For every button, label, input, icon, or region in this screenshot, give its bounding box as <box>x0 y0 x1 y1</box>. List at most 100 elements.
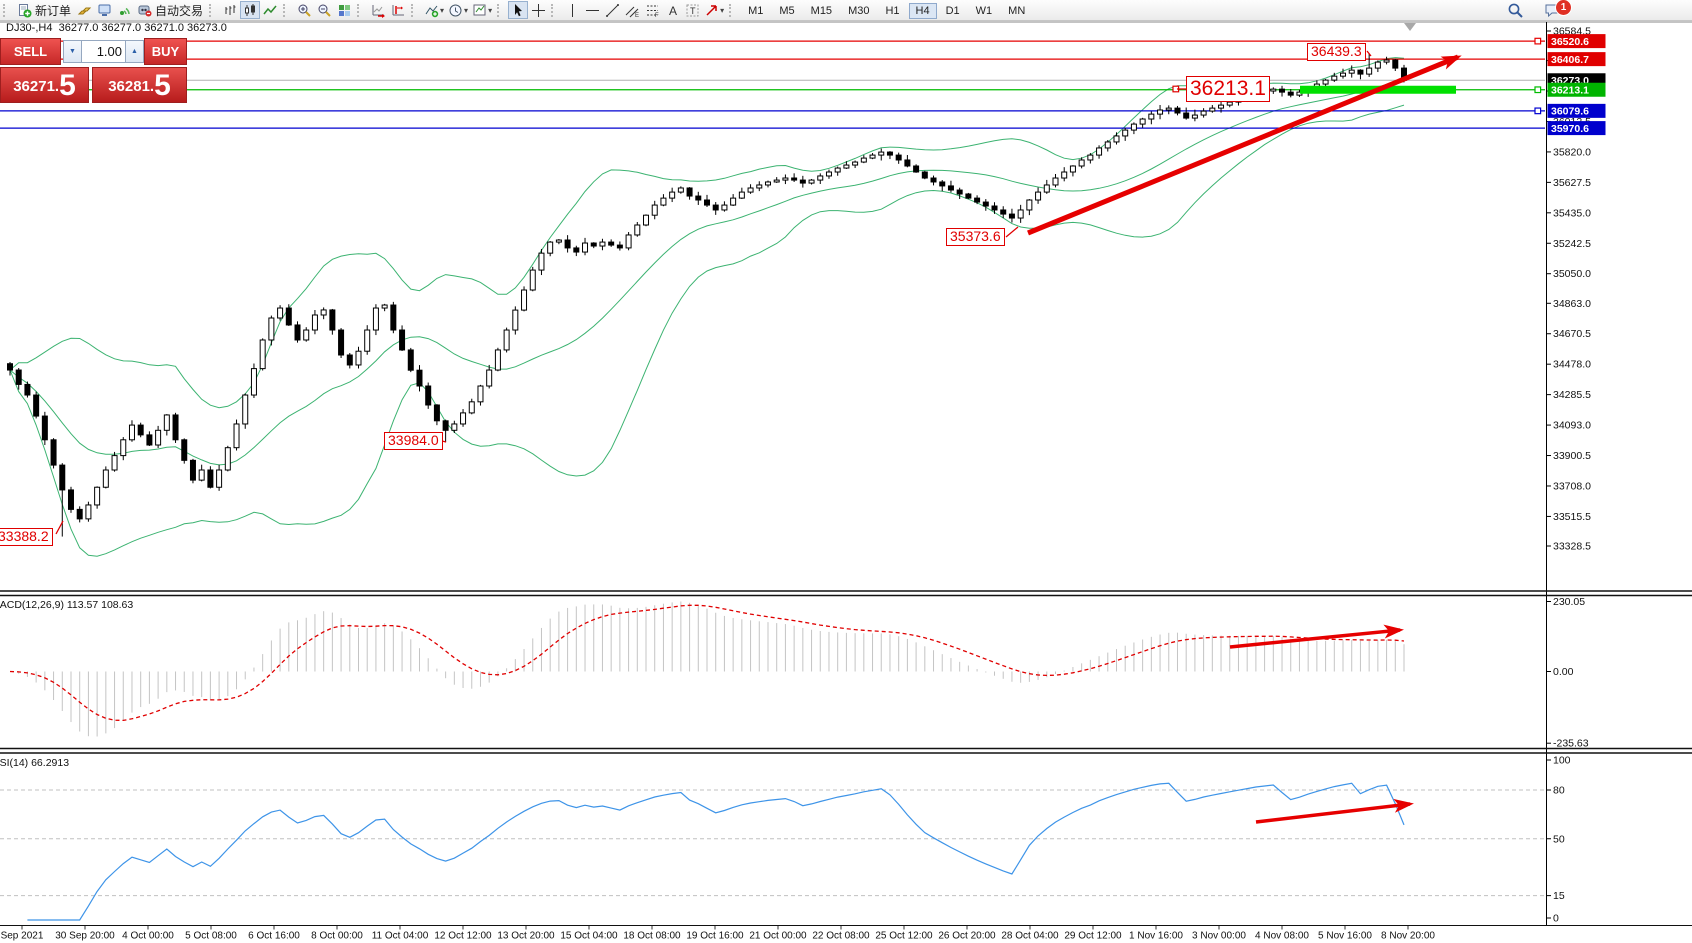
annotation-label-35373[interactable]: 35373.6 <box>946 228 1005 246</box>
chat-icon[interactable]: 1 <box>1542 0 1572 19</box>
date-label: 4 Oct 00:00 <box>122 931 174 942</box>
date-label: 21 Oct 00:00 <box>749 931 807 942</box>
annotation-label-36213[interactable]: 36213.1 <box>1186 76 1270 102</box>
bar-chart-icon[interactable] <box>220 1 240 19</box>
price-tick: 34285.5 <box>1553 389 1591 401</box>
rsi-axis-tick: 50 <box>1553 833 1565 845</box>
search-icon[interactable] <box>1505 1 1526 19</box>
toolbar-grip[interactable] <box>209 3 215 17</box>
tile-windows-icon[interactable] <box>334 1 354 19</box>
new-order-icon[interactable] <box>14 1 34 19</box>
date-label: 12 Oct 12:00 <box>434 931 492 942</box>
text-icon[interactable]: A <box>662 1 682 19</box>
volume-increase-button[interactable]: ▲ <box>125 40 144 63</box>
annotation-label-33388[interactable]: 33388.2 <box>0 528 53 546</box>
candlestick-chart-icon[interactable] <box>240 1 261 19</box>
timeframe-group: M1 M5 M15 M30 H1 H4 D1 W1 MN <box>740 1 1033 19</box>
price-label-box <box>1547 82 1606 97</box>
toolbar-grip[interactable] <box>411 3 417 17</box>
timeframe-w1[interactable]: W1 <box>975 5 993 17</box>
price-tick: 34670.5 <box>1553 328 1591 340</box>
date-label: 6 Oct 16:00 <box>248 931 300 942</box>
date-label: 5 Oct 08:00 <box>185 931 237 942</box>
volume-input[interactable]: 1.00 <box>81 40 126 63</box>
timeframe-d1[interactable]: D1 <box>945 5 960 17</box>
timeframe-m30[interactable]: M30 <box>848 5 870 17</box>
timeframe-m5[interactable]: M5 <box>779 5 795 17</box>
line-chart-icon[interactable] <box>260 1 280 19</box>
notification-badge: 1 <box>1555 0 1572 16</box>
zoom-in-icon[interactable] <box>294 1 314 19</box>
date-label: 4 Nov 08:00 <box>1255 931 1309 942</box>
buy-price[interactable]: 36281. 5 <box>92 67 187 103</box>
date-label: 29 Oct 12:00 <box>1064 931 1122 942</box>
price-tick: 33328.5 <box>1553 541 1591 553</box>
trend-arrow[interactable] <box>1255 798 1414 824</box>
price-label: 36406.7 <box>1551 54 1589 66</box>
trend-arrow[interactable] <box>1229 624 1404 649</box>
toolbar-grip[interactable] <box>729 3 735 17</box>
periods-icon[interactable]: ▾ <box>446 1 470 19</box>
price-tick: 33515.5 <box>1553 511 1591 523</box>
sell-price-main: 36271. <box>13 78 60 95</box>
zoom-out-icon[interactable] <box>314 1 334 19</box>
line-handle <box>1534 86 1542 94</box>
crosshair-icon[interactable] <box>528 1 548 19</box>
add-indicator-icon[interactable]: ▾ <box>422 1 446 19</box>
date-label: 19 Oct 16:00 <box>686 931 744 942</box>
vertical-line-icon[interactable] <box>562 1 582 19</box>
date-label: 30 Sep 20:00 <box>55 931 115 942</box>
toolbar-grip[interactable] <box>551 3 557 17</box>
chart-shift-icon[interactable] <box>388 1 408 19</box>
chart-shift-marker[interactable] <box>1404 23 1416 31</box>
date-label: 18 Oct 08:00 <box>623 931 681 942</box>
terminal-icon[interactable] <box>94 1 114 19</box>
price-tick: 34478.0 <box>1553 359 1591 371</box>
timeframe-m15[interactable]: M15 <box>810 5 833 17</box>
rsi-axis-tick: 100 <box>1553 755 1571 767</box>
date-label: 1 Nov 16:00 <box>1129 931 1183 942</box>
trendline-icon[interactable] <box>602 1 622 19</box>
fibonacci-icon[interactable]: F <box>642 1 662 19</box>
sell-price[interactable]: 36271. 5 <box>0 67 89 103</box>
buy-button[interactable]: BUY <box>144 38 187 65</box>
toolbar-grip[interactable] <box>283 3 289 17</box>
timeframe-h4[interactable]: H4 <box>908 3 937 19</box>
arrows-icon[interactable]: ▾ <box>702 1 726 19</box>
chart-background <box>0 20 1692 926</box>
equidistant-channel-icon[interactable]: E <box>622 1 642 19</box>
rsi-label: RSI(14) 66.2913 <box>0 757 70 769</box>
timeframe-m1[interactable]: M1 <box>748 5 764 17</box>
date-label: 5 Nov 16:00 <box>1318 931 1372 942</box>
toolbar-grip[interactable] <box>357 3 363 17</box>
horizontal-line-icon[interactable] <box>582 1 602 19</box>
sell-price-big: 5 <box>59 69 76 102</box>
rsi-axis-tick: 15 <box>1553 890 1565 902</box>
rsi-axis-tick: 80 <box>1553 785 1565 797</box>
toolbar: 新订单 自动交易 <box>0 0 1692 21</box>
ohlc-values: 36277.0 36277.0 36271.0 36273.0 <box>58 22 227 34</box>
annotation-label-33984[interactable]: 33984.0 <box>384 432 443 450</box>
date-label: 15 Oct 04:00 <box>560 931 618 942</box>
timeframe-mn[interactable]: MN <box>1008 5 1026 17</box>
templates-icon[interactable]: ▾ <box>470 1 494 19</box>
market-watch-icon[interactable] <box>74 1 94 19</box>
trend-arrow[interactable] <box>1027 54 1462 236</box>
macd-pane <box>9 601 1405 737</box>
timeframe-h1[interactable]: H1 <box>885 5 900 17</box>
cursor-icon[interactable] <box>508 1 529 19</box>
toolbar-grip[interactable] <box>497 3 503 17</box>
autotrade-label[interactable]: 自动交易 <box>155 3 204 18</box>
new-order-label[interactable]: 新订单 <box>35 3 72 18</box>
volume-decrease-button[interactable]: ▼ <box>63 40 82 63</box>
text-label-icon[interactable]: T <box>682 1 702 19</box>
annotation-label-36439[interactable]: 36439.3 <box>1307 43 1366 61</box>
toolbar-grip[interactable] <box>3 3 9 17</box>
signal-icon[interactable] <box>114 1 134 19</box>
sell-button[interactable]: SELL <box>0 38 61 65</box>
price-tick: 34093.0 <box>1553 420 1591 432</box>
auto-scroll-icon[interactable] <box>368 1 388 19</box>
autotrade-icon[interactable] <box>134 1 154 19</box>
